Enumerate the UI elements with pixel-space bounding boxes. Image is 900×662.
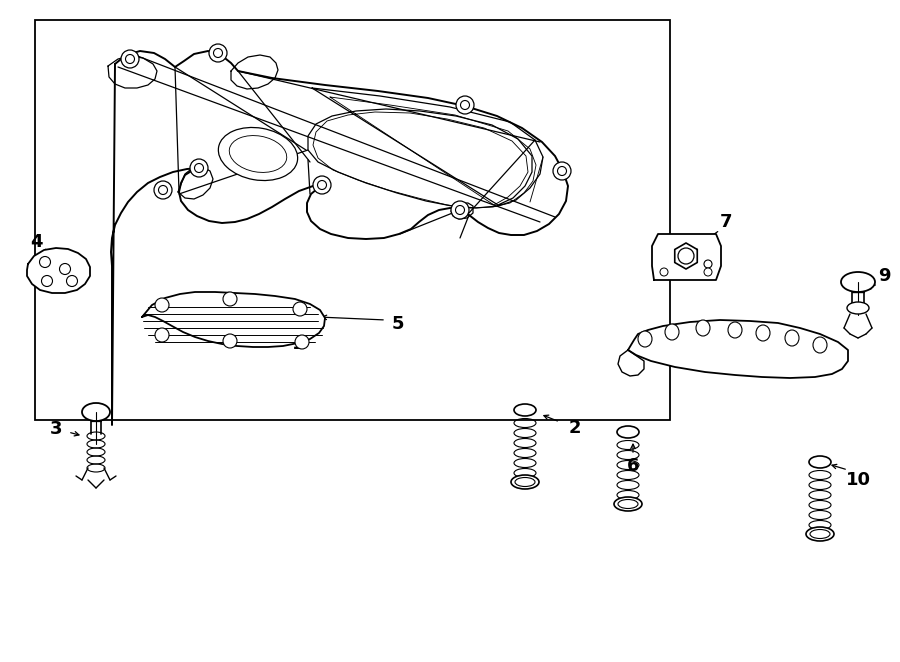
Circle shape [313, 176, 331, 194]
Circle shape [553, 162, 571, 180]
Polygon shape [652, 234, 721, 280]
Text: 1: 1 [292, 335, 304, 353]
Ellipse shape [785, 330, 799, 346]
Ellipse shape [514, 404, 536, 416]
Ellipse shape [809, 456, 831, 468]
Text: 9: 9 [878, 267, 890, 285]
Ellipse shape [614, 497, 642, 511]
Polygon shape [628, 320, 848, 378]
Ellipse shape [841, 272, 875, 292]
Circle shape [155, 298, 169, 312]
Circle shape [209, 44, 227, 62]
Circle shape [461, 101, 470, 109]
Circle shape [295, 335, 309, 349]
Ellipse shape [756, 325, 770, 341]
Ellipse shape [806, 527, 834, 541]
Ellipse shape [728, 322, 742, 338]
Circle shape [660, 268, 668, 276]
Circle shape [67, 275, 77, 287]
Circle shape [451, 201, 469, 219]
Circle shape [121, 50, 139, 68]
Circle shape [455, 205, 464, 214]
Circle shape [223, 292, 237, 306]
Circle shape [154, 181, 172, 199]
Ellipse shape [219, 128, 298, 181]
Circle shape [678, 248, 694, 264]
Circle shape [293, 302, 307, 316]
Bar [35, 20, 670, 420]
Ellipse shape [617, 426, 639, 438]
Ellipse shape [847, 302, 869, 314]
Polygon shape [142, 292, 325, 347]
Circle shape [704, 260, 712, 268]
Polygon shape [618, 350, 644, 376]
Circle shape [318, 181, 327, 189]
Circle shape [213, 48, 222, 58]
Circle shape [125, 54, 134, 64]
Circle shape [155, 328, 169, 342]
Circle shape [557, 167, 566, 175]
Ellipse shape [511, 475, 539, 489]
Circle shape [194, 164, 203, 173]
Circle shape [41, 275, 52, 287]
Ellipse shape [82, 403, 110, 421]
Circle shape [190, 159, 208, 177]
Circle shape [223, 334, 237, 348]
Polygon shape [108, 56, 157, 88]
Circle shape [40, 256, 50, 267]
Polygon shape [231, 55, 278, 89]
Text: 8: 8 [761, 357, 774, 375]
Text: 7: 7 [720, 213, 733, 231]
Circle shape [158, 185, 167, 195]
Text: 3: 3 [50, 420, 62, 438]
Polygon shape [178, 167, 213, 199]
Text: 2: 2 [569, 419, 581, 437]
Ellipse shape [696, 320, 710, 336]
Circle shape [456, 96, 474, 114]
Text: 10: 10 [845, 471, 870, 489]
Text: 6: 6 [626, 457, 639, 475]
Polygon shape [451, 203, 473, 219]
Text: 4: 4 [30, 233, 42, 251]
Text: 5: 5 [392, 315, 404, 333]
Circle shape [704, 268, 712, 276]
Ellipse shape [665, 324, 679, 340]
Ellipse shape [638, 331, 652, 347]
Circle shape [59, 263, 70, 275]
Polygon shape [27, 248, 90, 293]
Ellipse shape [813, 337, 827, 353]
Polygon shape [111, 51, 568, 425]
Polygon shape [675, 243, 698, 269]
